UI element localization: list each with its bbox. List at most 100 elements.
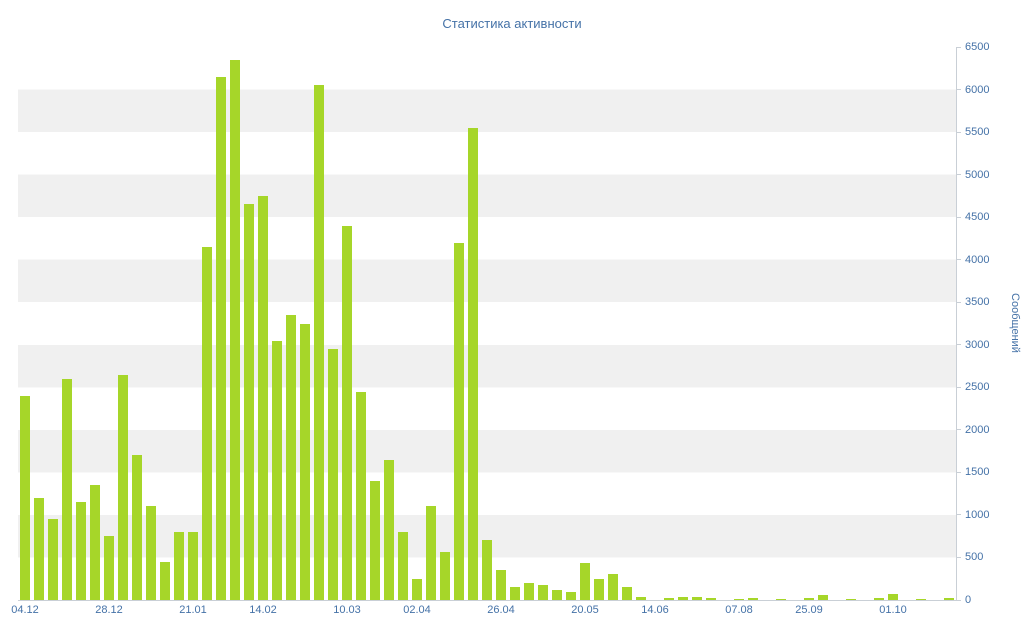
bar <box>398 531 408 600</box>
bar-slot <box>788 47 802 600</box>
bar-slot <box>214 47 228 600</box>
y-axis-label: 3000 <box>965 338 990 351</box>
bar-slot <box>74 47 88 600</box>
bar-slot <box>312 47 326 600</box>
x-axis-label: 02.04 <box>403 604 431 616</box>
bar-slot <box>648 47 662 600</box>
bar-slot <box>270 47 284 600</box>
y-axis-tick <box>956 131 961 133</box>
bar <box>678 596 688 600</box>
bar <box>608 574 618 600</box>
bar-slot <box>284 47 298 600</box>
y-axis-label: 1000 <box>965 508 990 521</box>
y-axis-label: 2500 <box>965 381 990 394</box>
bar-slot <box>242 47 256 600</box>
x-axis-label: 07.08 <box>725 604 753 616</box>
bar-slot <box>872 47 886 600</box>
y-axis-tick <box>956 599 961 601</box>
bar-slot <box>578 47 592 600</box>
bar-slot <box>60 47 74 600</box>
bar <box>538 584 548 600</box>
bar <box>286 315 296 600</box>
bar <box>76 502 86 600</box>
bar <box>272 340 282 600</box>
chart-title: Статистика активности <box>442 16 582 31</box>
plot-area <box>18 47 957 601</box>
y-axis-tick <box>956 174 961 176</box>
bar <box>370 480 380 600</box>
y-axis-label: 500 <box>965 551 984 564</box>
bar-slot <box>144 47 158 600</box>
bar-slot <box>256 47 270 600</box>
bar-slot <box>158 47 172 600</box>
bar <box>664 597 674 600</box>
bar <box>342 225 352 600</box>
y-axis-tick <box>956 429 961 431</box>
bar-slot <box>564 47 578 600</box>
x-axis-label: 26.04 <box>487 604 515 616</box>
bar-slot <box>942 47 956 600</box>
bar <box>34 497 44 600</box>
bar-slot <box>690 47 704 600</box>
bar-slot <box>802 47 816 600</box>
bar-slot <box>886 47 900 600</box>
bar-slot <box>340 47 354 600</box>
y-axis-tick <box>956 556 961 558</box>
y-axis: 0 500 1000 1500 2000 2500 3000 3500 4000 4500 5000… <box>956 41 1020 606</box>
bar-slot <box>298 47 312 600</box>
x-axis: 04.12 28.12 21.01 14.02 10.03 02.04 26.04 20.05… <box>11 604 956 624</box>
bar <box>356 391 366 600</box>
x-axis-label: 04.12 <box>11 604 39 616</box>
bar-slot <box>676 47 690 600</box>
bar-slot <box>200 47 214 600</box>
bar <box>818 594 828 600</box>
bar <box>48 519 58 600</box>
bar-slot <box>830 47 844 600</box>
bar-slot <box>816 47 830 600</box>
bar <box>524 583 534 600</box>
bar-slot <box>326 47 340 600</box>
bar-slot <box>368 47 382 600</box>
bar <box>622 587 632 600</box>
bar-slot <box>900 47 914 600</box>
bar-slot <box>480 47 494 600</box>
bar-slot <box>858 47 872 600</box>
bar <box>188 531 198 600</box>
bar-slot <box>102 47 116 600</box>
bar <box>202 246 212 600</box>
bar-slot <box>606 47 620 600</box>
y-axis-tick <box>956 89 961 91</box>
bar <box>132 455 142 600</box>
bar <box>692 597 702 600</box>
y-axis-tick <box>956 301 961 303</box>
bar-slot <box>914 47 928 600</box>
bar <box>944 598 954 600</box>
bar <box>314 85 324 600</box>
bar <box>874 598 884 600</box>
bar <box>328 349 338 600</box>
bar <box>20 395 30 600</box>
y-axis-label: 5000 <box>965 168 990 181</box>
bar <box>706 598 716 600</box>
bar-slot <box>382 47 396 600</box>
bar <box>916 598 926 600</box>
y-axis-tick <box>956 386 961 388</box>
bar-slot <box>494 47 508 600</box>
bar <box>118 374 128 600</box>
bar <box>846 598 856 600</box>
bar <box>454 242 464 600</box>
bar <box>258 195 268 600</box>
x-axis-label: 21.01 <box>179 604 207 616</box>
bar-slot <box>116 47 130 600</box>
bar-slot <box>536 47 550 600</box>
bar <box>510 587 520 600</box>
bar <box>636 597 646 600</box>
y-axis-label: 6500 <box>965 41 990 53</box>
bar <box>594 578 604 600</box>
bar <box>160 561 170 600</box>
bar <box>776 598 786 600</box>
bar-slot <box>186 47 200 600</box>
x-axis-label: 10.03 <box>333 604 361 616</box>
x-axis-label: 25.09 <box>795 604 823 616</box>
bar-slot <box>732 47 746 600</box>
